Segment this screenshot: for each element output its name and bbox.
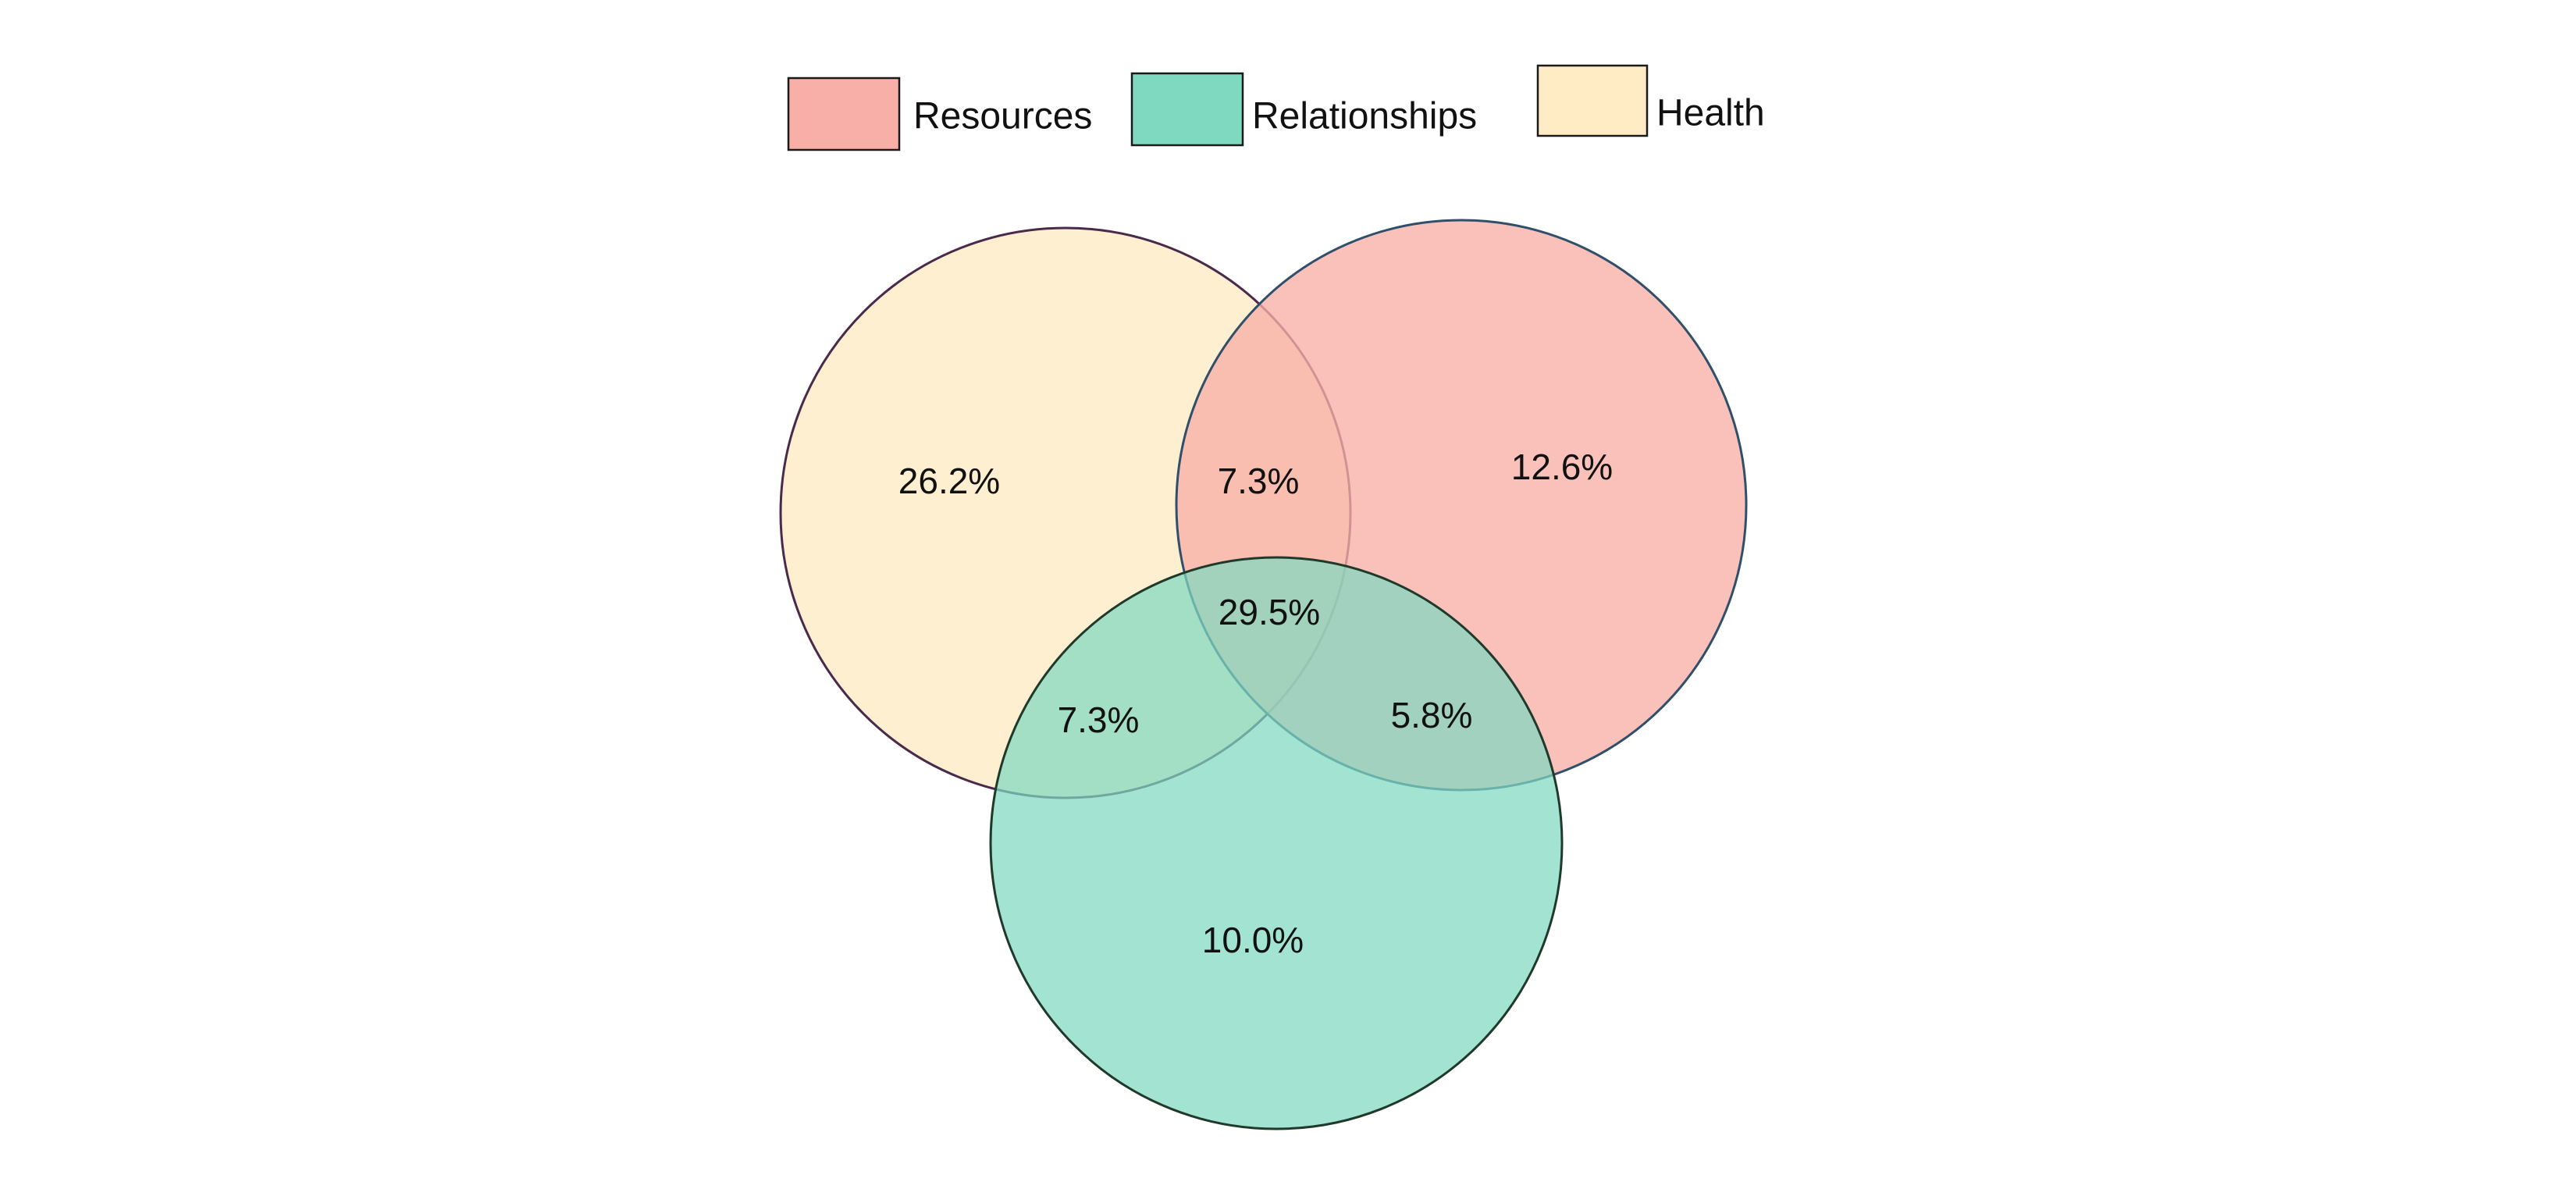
legend-item-relationships: Relationships [1130,72,1477,147]
region-label-resources-relationships: 5.8% [1391,695,1473,735]
venn-circles [779,219,1748,1130]
circle-relationships [989,556,1564,1130]
legend-swatch-health [1536,64,1649,137]
region-label-relationships-only: 10.0% [1202,920,1304,960]
legend-item-health: Health [1536,64,1765,137]
legend-swatch-relationships [1130,72,1244,147]
region-label-all-three: 29.5% [1219,592,1320,632]
region-labels: 26.2% 12.6% 7.3% 29.5% 7.3% 5.8% 10.0% [898,447,1613,960]
legend-item-resources: Resources [787,77,1092,151]
legend: Resources Relationships Health [787,64,1765,151]
legend-label-resources: Resources [913,96,1092,137]
region-label-resources-only: 12.6% [1511,447,1613,487]
region-label-health-resources: 7.3% [1218,461,1300,501]
region-label-health-only: 26.2% [898,461,1000,501]
legend-swatch-resources [787,77,901,151]
legend-label-health: Health [1656,93,1765,134]
region-label-health-relationships: 7.3% [1058,700,1140,740]
legend-label-relationships: Relationships [1252,96,1477,137]
